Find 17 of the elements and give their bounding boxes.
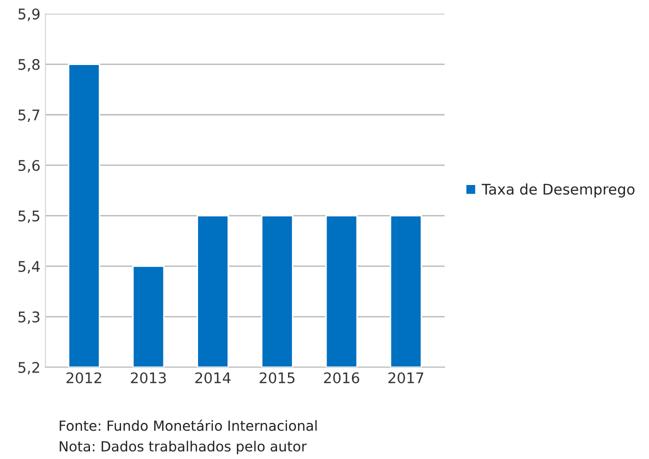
legend-label: Taxa de Desemprego [482,183,634,198]
y-tick-label: 5,3 [18,311,40,324]
y-tick-label: 5,9 [18,8,40,22]
y-tick-label: 5,5 [18,210,40,223]
text: Nota: Dados trabalhados pelo autor [60,440,307,454]
y-tick-label: 5,4 [18,261,40,274]
x-tick-label: 2015 [260,372,294,384]
y-tick-label: 5,6 [18,160,40,172]
x-tick-label: 2013 [130,372,166,384]
x-tick-label: 2017 [388,372,424,384]
y-tick-label: 5,2 [18,362,40,374]
y-tick-label: 5,7 [18,110,40,122]
source-note: Fonte: Fundo Monetário Internacional [60,420,317,431]
y-tick-label: 5,8 [18,58,40,72]
x-tick-label: 2014 [195,372,231,384]
x-tick-label: 2016 [324,372,360,384]
x-tick-label: 2012 [66,372,102,384]
